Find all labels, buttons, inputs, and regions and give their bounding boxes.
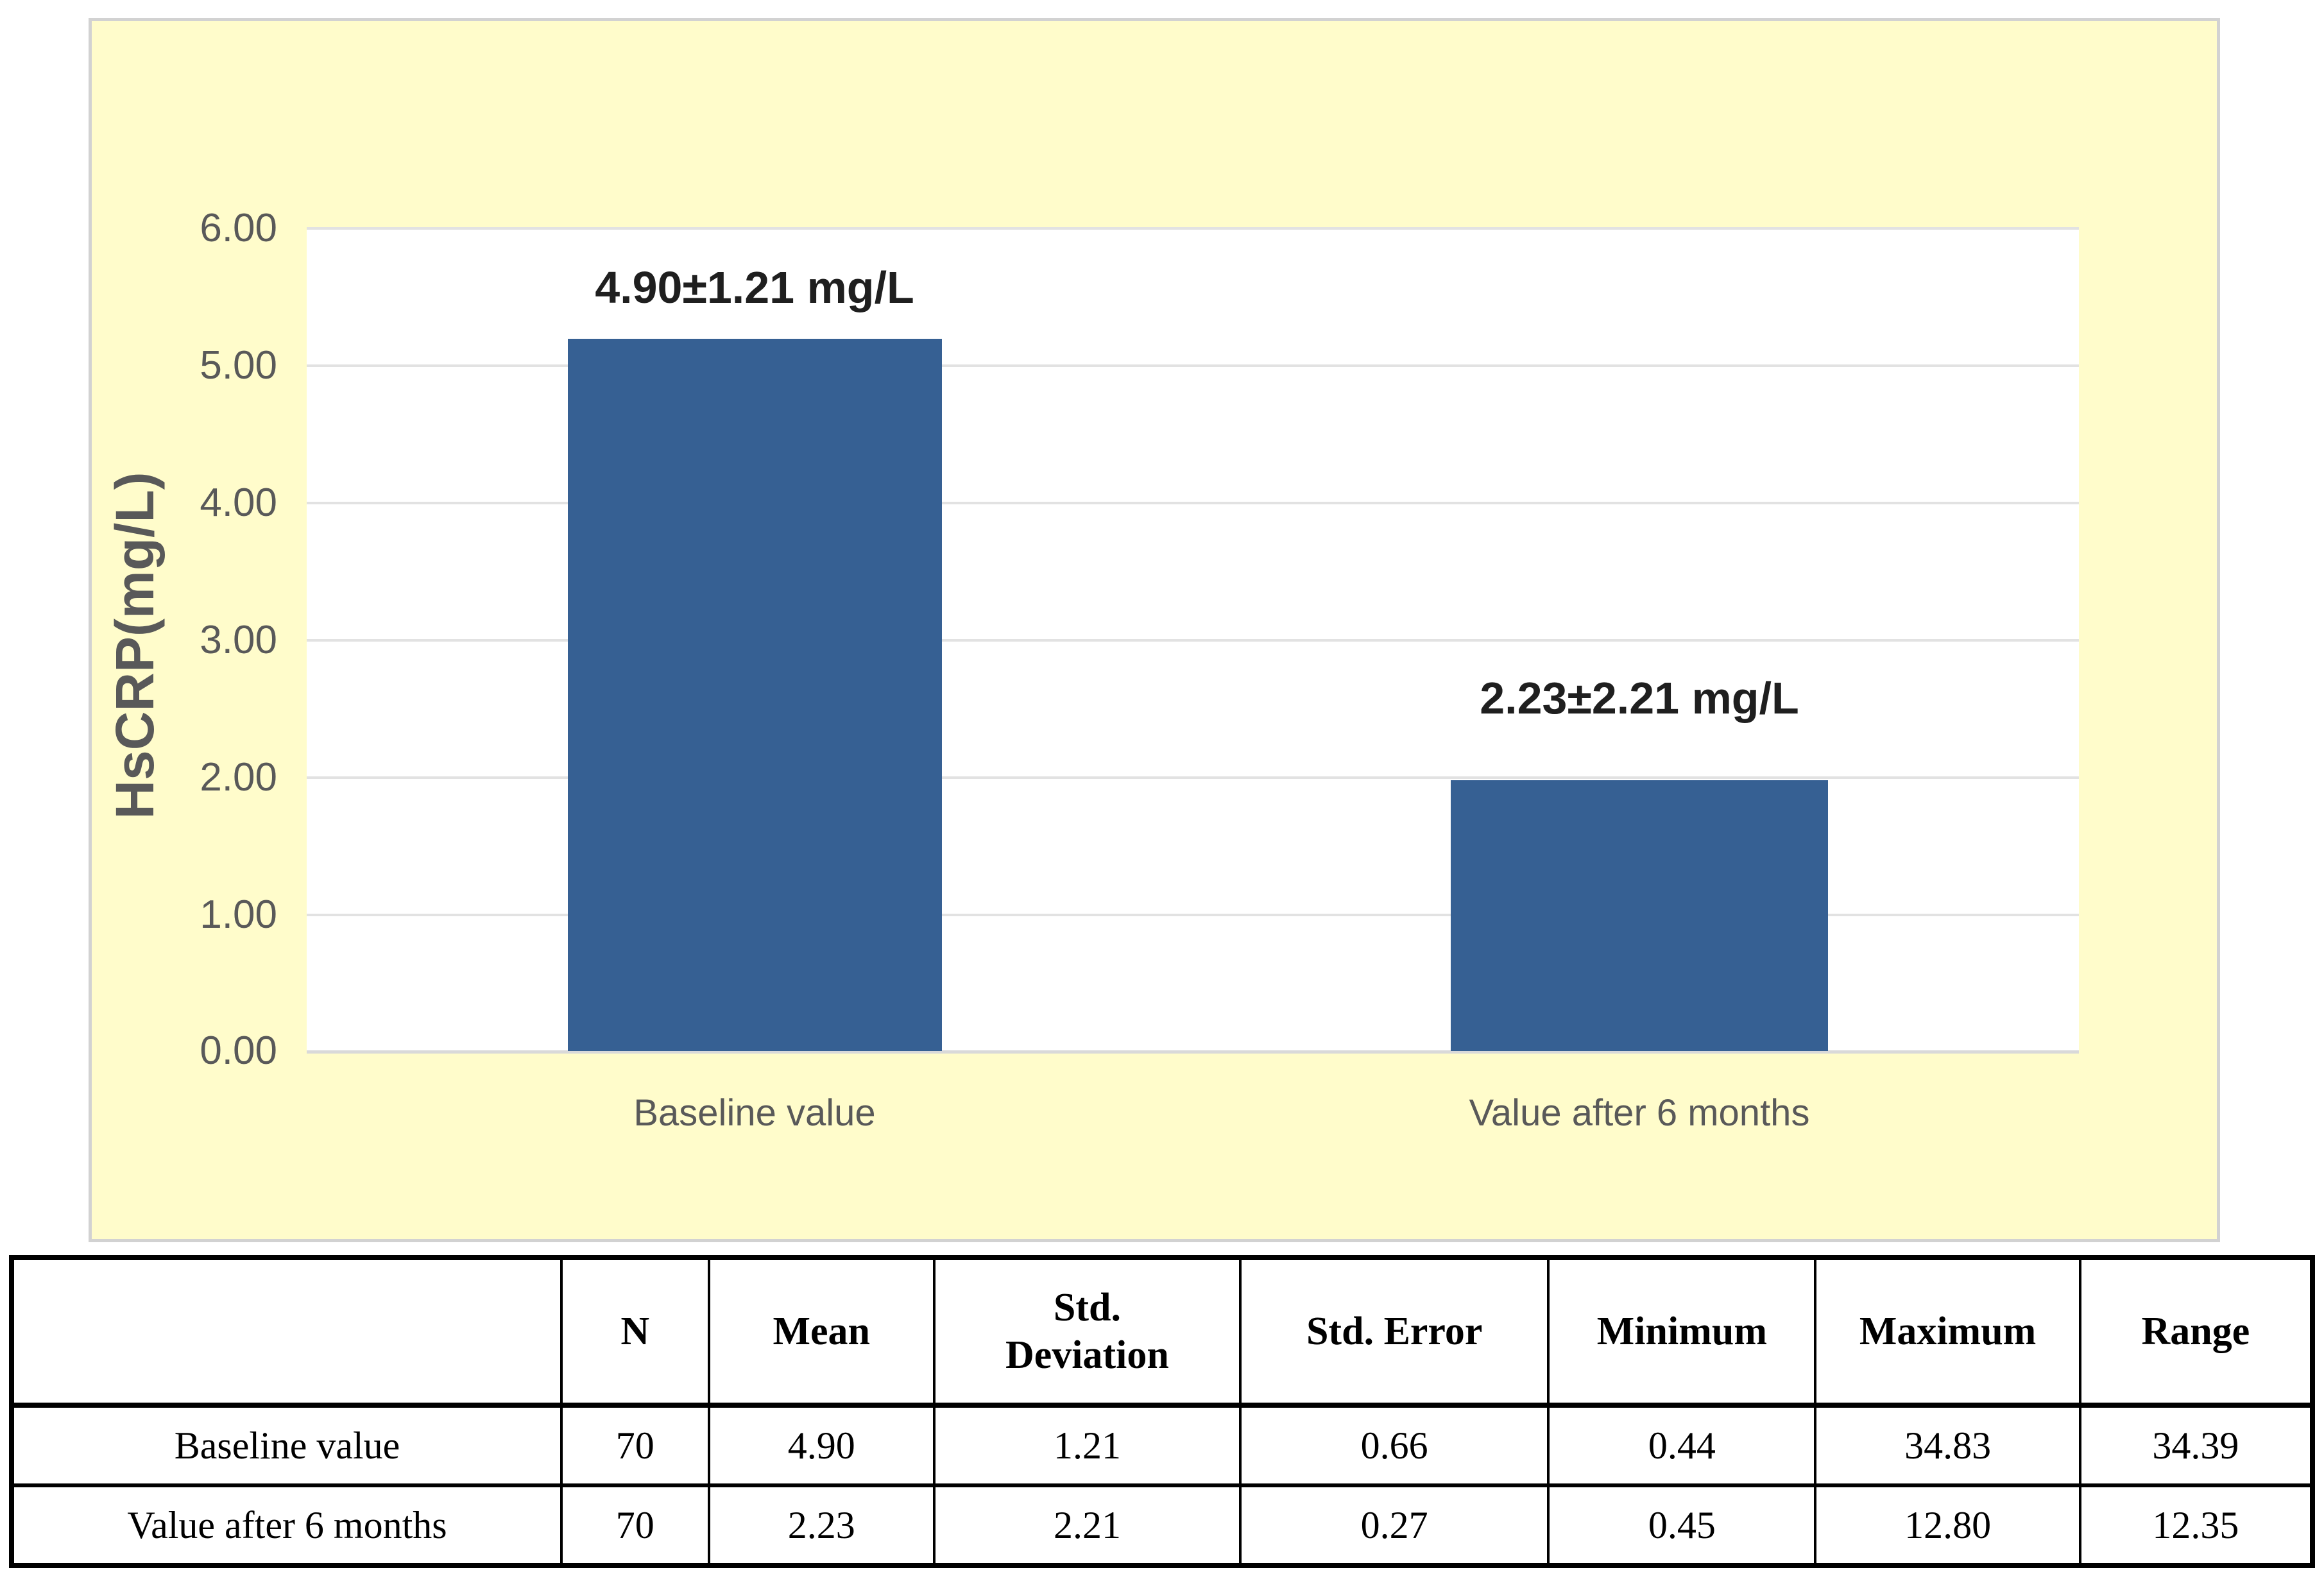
data-label-baseline: 4.90±1.21 mg/L — [595, 262, 914, 312]
header-maximum: Maximum — [1814, 1256, 2081, 1408]
x-axis-line — [307, 1050, 2079, 1054]
y-tick-6: 6.00 — [200, 206, 277, 250]
cell-n: 70 — [560, 1404, 710, 1487]
header-empty — [10, 1256, 563, 1408]
cell-n: 70 — [560, 1484, 710, 1567]
header-std-deviation: Std. Deviation — [932, 1256, 1242, 1408]
header-minimum: Minimum — [1547, 1256, 1817, 1408]
gridline-6 — [307, 227, 2079, 230]
cell-mean: 2.23 — [707, 1484, 936, 1567]
table-header-row: N Mean Std. Deviation Std. Error Minimum… — [10, 1256, 2314, 1408]
header-std-error: Std. Error — [1238, 1256, 1550, 1408]
statistics-table: N Mean Std. Deviation Std. Error Minimum… — [9, 1255, 2315, 1568]
header-mean: Mean — [707, 1256, 936, 1408]
category-label-baseline: Baseline value — [633, 1092, 876, 1134]
cell-maximum: 34.83 — [1814, 1404, 2081, 1487]
y-axis-title: HsCRP(mg/L) — [105, 472, 165, 819]
bar-value-after-6-months — [1451, 780, 1828, 1051]
cell-std-deviation: 2.21 — [932, 1484, 1242, 1567]
cell-range: 34.39 — [2078, 1404, 2314, 1487]
cell-range: 12.35 — [2078, 1484, 2314, 1567]
gridline-2 — [307, 776, 2079, 779]
header-n: N — [560, 1256, 710, 1408]
row-label: Value after 6 months — [10, 1484, 563, 1567]
category-label-after-6-months: Value after 6 months — [1469, 1092, 1810, 1134]
gridline-4 — [307, 502, 2079, 504]
cell-maximum: 12.80 — [1814, 1484, 2081, 1567]
cell-minimum: 0.44 — [1547, 1404, 1817, 1487]
y-tick-3: 3.00 — [200, 618, 277, 662]
y-tick-1: 1.00 — [200, 893, 277, 937]
header-std-deviation-text: Std. Deviation — [1005, 1286, 1169, 1377]
gridline-5 — [307, 364, 2079, 367]
y-tick-2: 2.00 — [200, 755, 277, 799]
header-range: Range — [2078, 1256, 2314, 1408]
cell-minimum: 0.45 — [1547, 1484, 1817, 1567]
row-label: Baseline value — [10, 1404, 563, 1487]
table-row-baseline: Baseline value 70 4.90 1.21 0.66 0.44 34… — [10, 1404, 2314, 1487]
y-tick-5: 5.00 — [200, 343, 277, 388]
y-tick-4: 4.00 — [200, 481, 277, 525]
cell-mean: 4.90 — [707, 1404, 936, 1487]
data-label-after-6-months: 2.23±2.21 mg/L — [1480, 673, 1799, 723]
gridline-1 — [307, 914, 2079, 916]
cell-std-error: 0.27 — [1238, 1484, 1550, 1567]
y-tick-0: 0.00 — [200, 1029, 277, 1073]
gridline-3 — [307, 639, 2079, 642]
table-row-after-6-months: Value after 6 months 70 2.23 2.21 0.27 0… — [10, 1484, 2314, 1567]
bar-baseline-value — [568, 339, 942, 1051]
cell-std-error: 0.66 — [1238, 1404, 1550, 1487]
cell-std-deviation: 1.21 — [932, 1404, 1242, 1487]
